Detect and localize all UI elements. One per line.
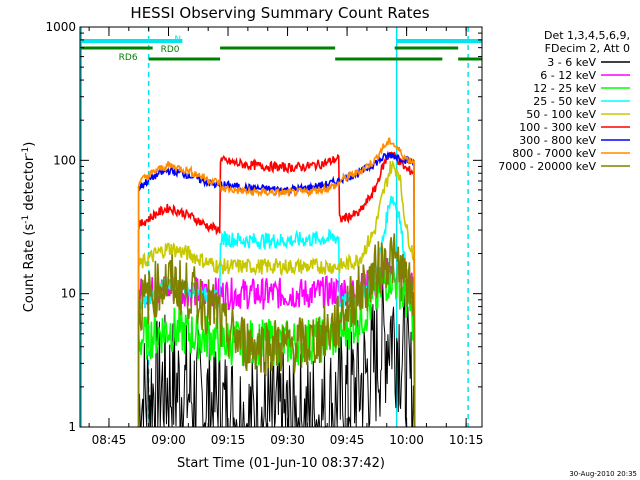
generated-date: 30-Aug-2010 20:35 [569, 470, 637, 478]
plot-frame [79, 26, 483, 428]
series-line [137, 233, 416, 428]
x-tick-label: 09:00 [151, 433, 186, 447]
x-tick-label: 10:15 [449, 433, 484, 447]
series-line [137, 151, 416, 428]
y-tick-label: 1 [68, 420, 76, 434]
legend-header-line: FDecim 2, Att 0 [545, 42, 630, 55]
series-line [138, 274, 415, 429]
flag-label: RD6 [119, 53, 138, 63]
y-tick-label: 10 [61, 287, 76, 301]
legend-label: 300 - 800 keV [519, 134, 596, 147]
x-tick-label: 08:45 [92, 433, 127, 447]
x-tick-label: 09:30 [270, 433, 305, 447]
legend-label: 25 - 50 keV [533, 95, 596, 108]
legend-label: 50 - 100 keV [526, 108, 596, 121]
x-tick-label: 10:00 [389, 433, 424, 447]
legend-label: 7000 - 20000 keV [498, 160, 596, 173]
legend-label: 100 - 300 keV [519, 121, 596, 134]
y-axis-label: Count Rate (s-1 detector-1) [21, 142, 37, 313]
flag-label: RD0 [161, 45, 180, 55]
legend-label: 3 - 6 keV [547, 56, 596, 69]
flag-label: N [174, 35, 181, 45]
y-tick-label: 1000 [45, 20, 76, 34]
legend-label: 6 - 12 keV [540, 69, 596, 82]
legend-label: 12 - 25 keV [533, 82, 596, 95]
x-axis-label: Start Time (01-Jun-10 08:37:42) [177, 456, 385, 471]
x-tick-label: 09:45 [330, 433, 365, 447]
y-tick-label: 100 [53, 153, 76, 167]
legend-label: 800 - 7000 keV [512, 147, 596, 160]
x-tick-label: 09:15 [211, 433, 246, 447]
series-line [137, 258, 416, 428]
series-line [137, 160, 416, 428]
legend: Det 1,3,4,5,6,9, FDecim 2, Att 0 3 - 6 k… [498, 29, 630, 173]
chart-title: HESSI Observing Summary Count Rates [130, 4, 429, 22]
series-line [137, 137, 416, 428]
legend-header-line: Det 1,3,4,5,6,9, [544, 29, 630, 42]
